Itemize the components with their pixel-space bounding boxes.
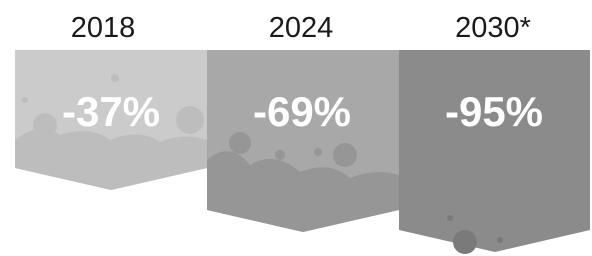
banner-shape <box>399 50 590 252</box>
banner <box>207 50 399 232</box>
bubble <box>453 230 477 254</box>
bubble <box>333 143 357 167</box>
bubble <box>447 215 453 221</box>
bubble <box>176 106 204 134</box>
year-label: 2030* <box>455 12 531 44</box>
year-label: 2024 <box>269 12 334 44</box>
bubble <box>111 74 119 82</box>
percent-label: -69% <box>253 88 351 135</box>
page: 2018 2024 2030* -37% -69% -95% {"items":… <box>0 0 592 256</box>
bubble <box>275 150 285 160</box>
bubble <box>22 97 28 103</box>
percent-label: -95% <box>445 88 543 135</box>
infographic: 2018 2024 2030* -37% -69% -95% <box>0 0 592 256</box>
banner <box>399 50 590 254</box>
bubble <box>33 113 57 137</box>
percent-label: -37% <box>62 88 160 135</box>
year-label: 2018 <box>71 12 136 44</box>
bubble <box>229 132 251 154</box>
bubble <box>497 237 503 243</box>
bubble <box>314 148 322 156</box>
